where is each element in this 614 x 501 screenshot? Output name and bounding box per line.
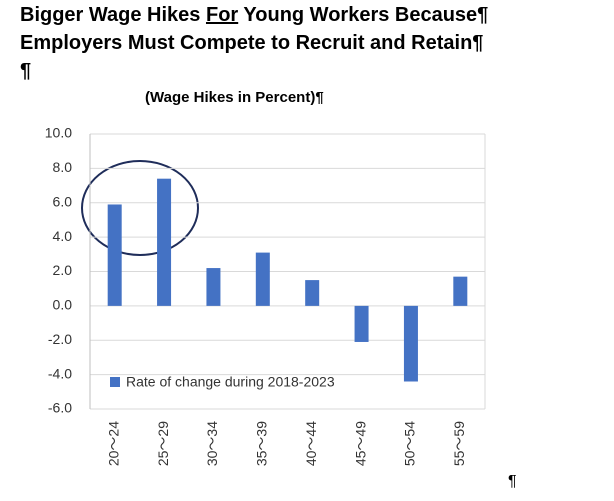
bar <box>107 204 122 306</box>
title-part: Bigger Wage Hikes <box>20 4 206 26</box>
y-tick-label: -2.0 <box>48 331 72 347</box>
x-tick-label: 55〜59 <box>451 421 467 466</box>
x-tick-label: 30〜34 <box>204 421 220 466</box>
y-tick-label: -4.0 <box>48 365 72 381</box>
y-tick-label: 0.0 <box>53 297 73 313</box>
legend-swatch <box>110 377 120 387</box>
chart-title: ¶ <box>20 60 31 82</box>
x-tick-label: 40〜44 <box>303 421 319 466</box>
title-part: Young Workers Because¶ <box>238 4 488 26</box>
chart-title: Employers Must Compete to Recruit and Re… <box>20 32 483 54</box>
y-tick-label: -6.0 <box>48 400 72 416</box>
bar <box>206 268 221 306</box>
y-tick-label: 2.0 <box>53 262 73 278</box>
x-tick-label: 50〜54 <box>402 421 418 466</box>
legend-label: Rate of change during 2018-2023 <box>126 374 335 390</box>
bar <box>354 305 369 342</box>
highlight-circle <box>81 160 199 256</box>
title-part: ¶ <box>20 60 31 82</box>
bar <box>305 280 320 306</box>
chart-subtitle: (Wage Hikes in Percent)¶ <box>145 89 324 106</box>
bar <box>255 252 270 306</box>
x-tick-label: 35〜39 <box>254 421 270 466</box>
y-tick-label: 8.0 <box>53 159 73 175</box>
y-tick-label: 10.0 <box>45 125 72 141</box>
y-tick-label: 4.0 <box>53 228 73 244</box>
title-part: For <box>206 4 238 26</box>
title-part: Employers Must Compete to Recruit and Re… <box>20 32 483 54</box>
x-tick-label: 20〜24 <box>105 421 121 466</box>
paragraph-mark: ¶ <box>508 473 517 490</box>
chart-title: Bigger Wage Hikes For Young Workers Beca… <box>20 4 488 26</box>
bar <box>453 276 468 306</box>
x-tick-label: 45〜49 <box>352 421 368 466</box>
y-tick-label: 6.0 <box>53 193 73 209</box>
x-tick-label: 25〜29 <box>155 421 171 466</box>
bar <box>403 305 418 382</box>
bar <box>157 178 172 306</box>
